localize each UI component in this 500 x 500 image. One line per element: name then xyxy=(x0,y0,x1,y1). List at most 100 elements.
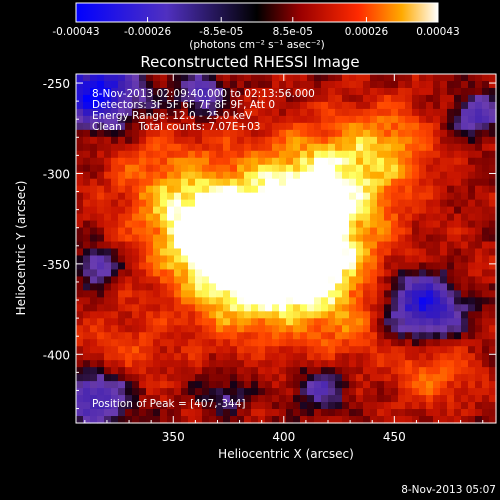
heatmap-cell xyxy=(223,381,231,389)
heatmap-cell xyxy=(111,297,119,305)
heatmap-cell xyxy=(153,374,161,382)
heatmap-cell xyxy=(391,255,399,264)
heatmap-cell xyxy=(321,346,329,354)
heatmap-cell xyxy=(237,255,245,264)
heatmap-cell xyxy=(83,122,91,131)
heatmap-cell xyxy=(146,171,154,180)
heatmap-cell xyxy=(167,381,175,389)
heatmap-cell xyxy=(419,213,427,222)
heatmap-cell xyxy=(454,192,462,201)
heatmap-cell xyxy=(405,353,413,361)
heatmap-cell xyxy=(293,178,301,187)
heatmap-cell xyxy=(160,346,168,354)
heatmap-cell xyxy=(167,220,175,229)
colorbar-gradient xyxy=(76,3,438,22)
heatmap-cell xyxy=(328,74,336,82)
heatmap-cell xyxy=(489,164,497,173)
heatmap-cell xyxy=(83,136,91,145)
heatmap-cell xyxy=(251,136,259,145)
heatmap-cell xyxy=(454,87,462,96)
heatmap-cell xyxy=(335,409,343,417)
heatmap-cell xyxy=(349,199,357,208)
heatmap-cell xyxy=(251,115,259,124)
heatmap-cell xyxy=(370,346,378,354)
heatmap-cell xyxy=(398,115,406,124)
heatmap-cell xyxy=(181,122,189,131)
heatmap-cell xyxy=(118,367,126,375)
heatmap-cell xyxy=(216,122,224,131)
heatmap-cell xyxy=(153,122,161,131)
heatmap-cell xyxy=(76,325,84,333)
heatmap-cell xyxy=(209,395,217,403)
heatmap-cell xyxy=(419,367,427,375)
heatmap-cell xyxy=(83,129,91,138)
heatmap-cell xyxy=(258,234,266,243)
heatmap-cell xyxy=(377,101,385,110)
heatmap-cell xyxy=(419,269,427,278)
heatmap-cell xyxy=(111,94,119,103)
heatmap-cell xyxy=(419,402,427,410)
heatmap-cell xyxy=(468,213,476,222)
heatmap-cell xyxy=(188,297,196,305)
heatmap-cell xyxy=(188,157,196,166)
heatmap-cell xyxy=(167,94,175,103)
heatmap-cell xyxy=(314,171,322,180)
heatmap-cell xyxy=(265,213,273,222)
heatmap-cell xyxy=(160,150,168,159)
heatmap-cell xyxy=(335,297,343,305)
heatmap-cell xyxy=(209,94,217,103)
heatmap-cell xyxy=(244,360,252,368)
heatmap-cell xyxy=(412,199,420,208)
heatmap-cell xyxy=(258,115,266,124)
heatmap-cell xyxy=(83,283,91,291)
heatmap-cell xyxy=(223,304,231,312)
heatmap-cell xyxy=(468,122,476,131)
heatmap-cell xyxy=(412,108,420,117)
heatmap-cell xyxy=(349,402,357,410)
heatmap-cell xyxy=(412,283,420,291)
heatmap-cell xyxy=(412,325,420,333)
heatmap-cell xyxy=(202,339,210,347)
heatmap-cell xyxy=(209,115,217,124)
heatmap-cell xyxy=(90,108,98,117)
heatmap-cell xyxy=(419,122,427,131)
heatmap-cell xyxy=(489,360,497,368)
heatmap-cell xyxy=(223,227,231,236)
heatmap-cell xyxy=(97,122,105,131)
heatmap-cell xyxy=(384,262,392,271)
heatmap-cell xyxy=(342,353,350,361)
heatmap-cell xyxy=(426,269,434,278)
heatmap-cell xyxy=(286,129,294,138)
heatmap-cell xyxy=(118,227,126,236)
heatmap-cell xyxy=(370,374,378,382)
heatmap-cell xyxy=(76,360,84,368)
heatmap-cell xyxy=(118,269,126,278)
heatmap-cell xyxy=(125,178,133,187)
heatmap-cell xyxy=(405,276,413,284)
heatmap-cell xyxy=(167,374,175,382)
heatmap-cell xyxy=(153,262,161,271)
heatmap-cell xyxy=(419,395,427,403)
heatmap-cell xyxy=(419,360,427,368)
heatmap-cell xyxy=(398,94,406,103)
heatmap-cell xyxy=(475,150,483,159)
heatmap-cell xyxy=(265,395,273,403)
heatmap-cell xyxy=(426,108,434,117)
heatmap-cell xyxy=(265,262,273,271)
heatmap-cell xyxy=(433,332,441,340)
heatmap-cell xyxy=(391,318,399,326)
heatmap-cell xyxy=(412,115,420,124)
heatmap-cell xyxy=(167,136,175,145)
heatmap-cell xyxy=(440,304,448,312)
heatmap-cell xyxy=(195,402,203,410)
heatmap-cell xyxy=(384,115,392,124)
heatmap-cell xyxy=(293,339,301,347)
colorbar-units-label: (photons cm⁻² s⁻¹ asec⁻²) xyxy=(189,39,324,51)
heatmap-cell xyxy=(139,101,147,110)
heatmap-cell xyxy=(328,122,336,131)
heatmap-cell xyxy=(230,129,238,138)
heatmap-cell xyxy=(188,290,196,298)
heatmap-cell xyxy=(342,143,350,152)
heatmap-cell xyxy=(300,122,308,131)
heatmap-cell xyxy=(279,74,287,82)
